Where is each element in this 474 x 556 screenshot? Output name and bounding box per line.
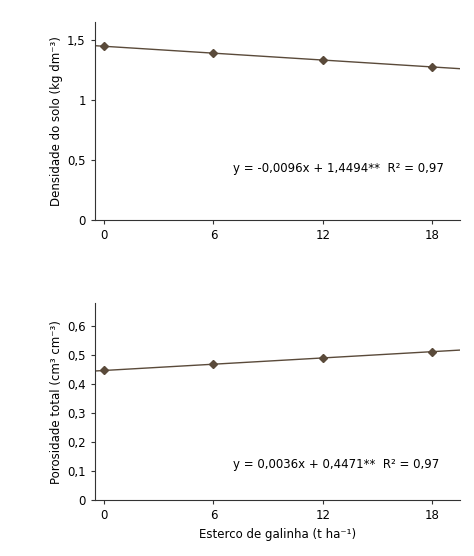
Text: y = -0,0096x + 1,4494**  R² = 0,97: y = -0,0096x + 1,4494** R² = 0,97 xyxy=(234,162,444,175)
Y-axis label: Porosidade total (cm³ cm⁻³): Porosidade total (cm³ cm⁻³) xyxy=(50,320,63,484)
Y-axis label: Densidade do solo (kg dm⁻³): Densidade do solo (kg dm⁻³) xyxy=(50,36,63,206)
Text: y = 0,0036x + 0,4471**  R² = 0,97: y = 0,0036x + 0,4471** R² = 0,97 xyxy=(234,458,440,471)
X-axis label: Esterco de galinha (t ha⁻¹): Esterco de galinha (t ha⁻¹) xyxy=(199,528,356,541)
